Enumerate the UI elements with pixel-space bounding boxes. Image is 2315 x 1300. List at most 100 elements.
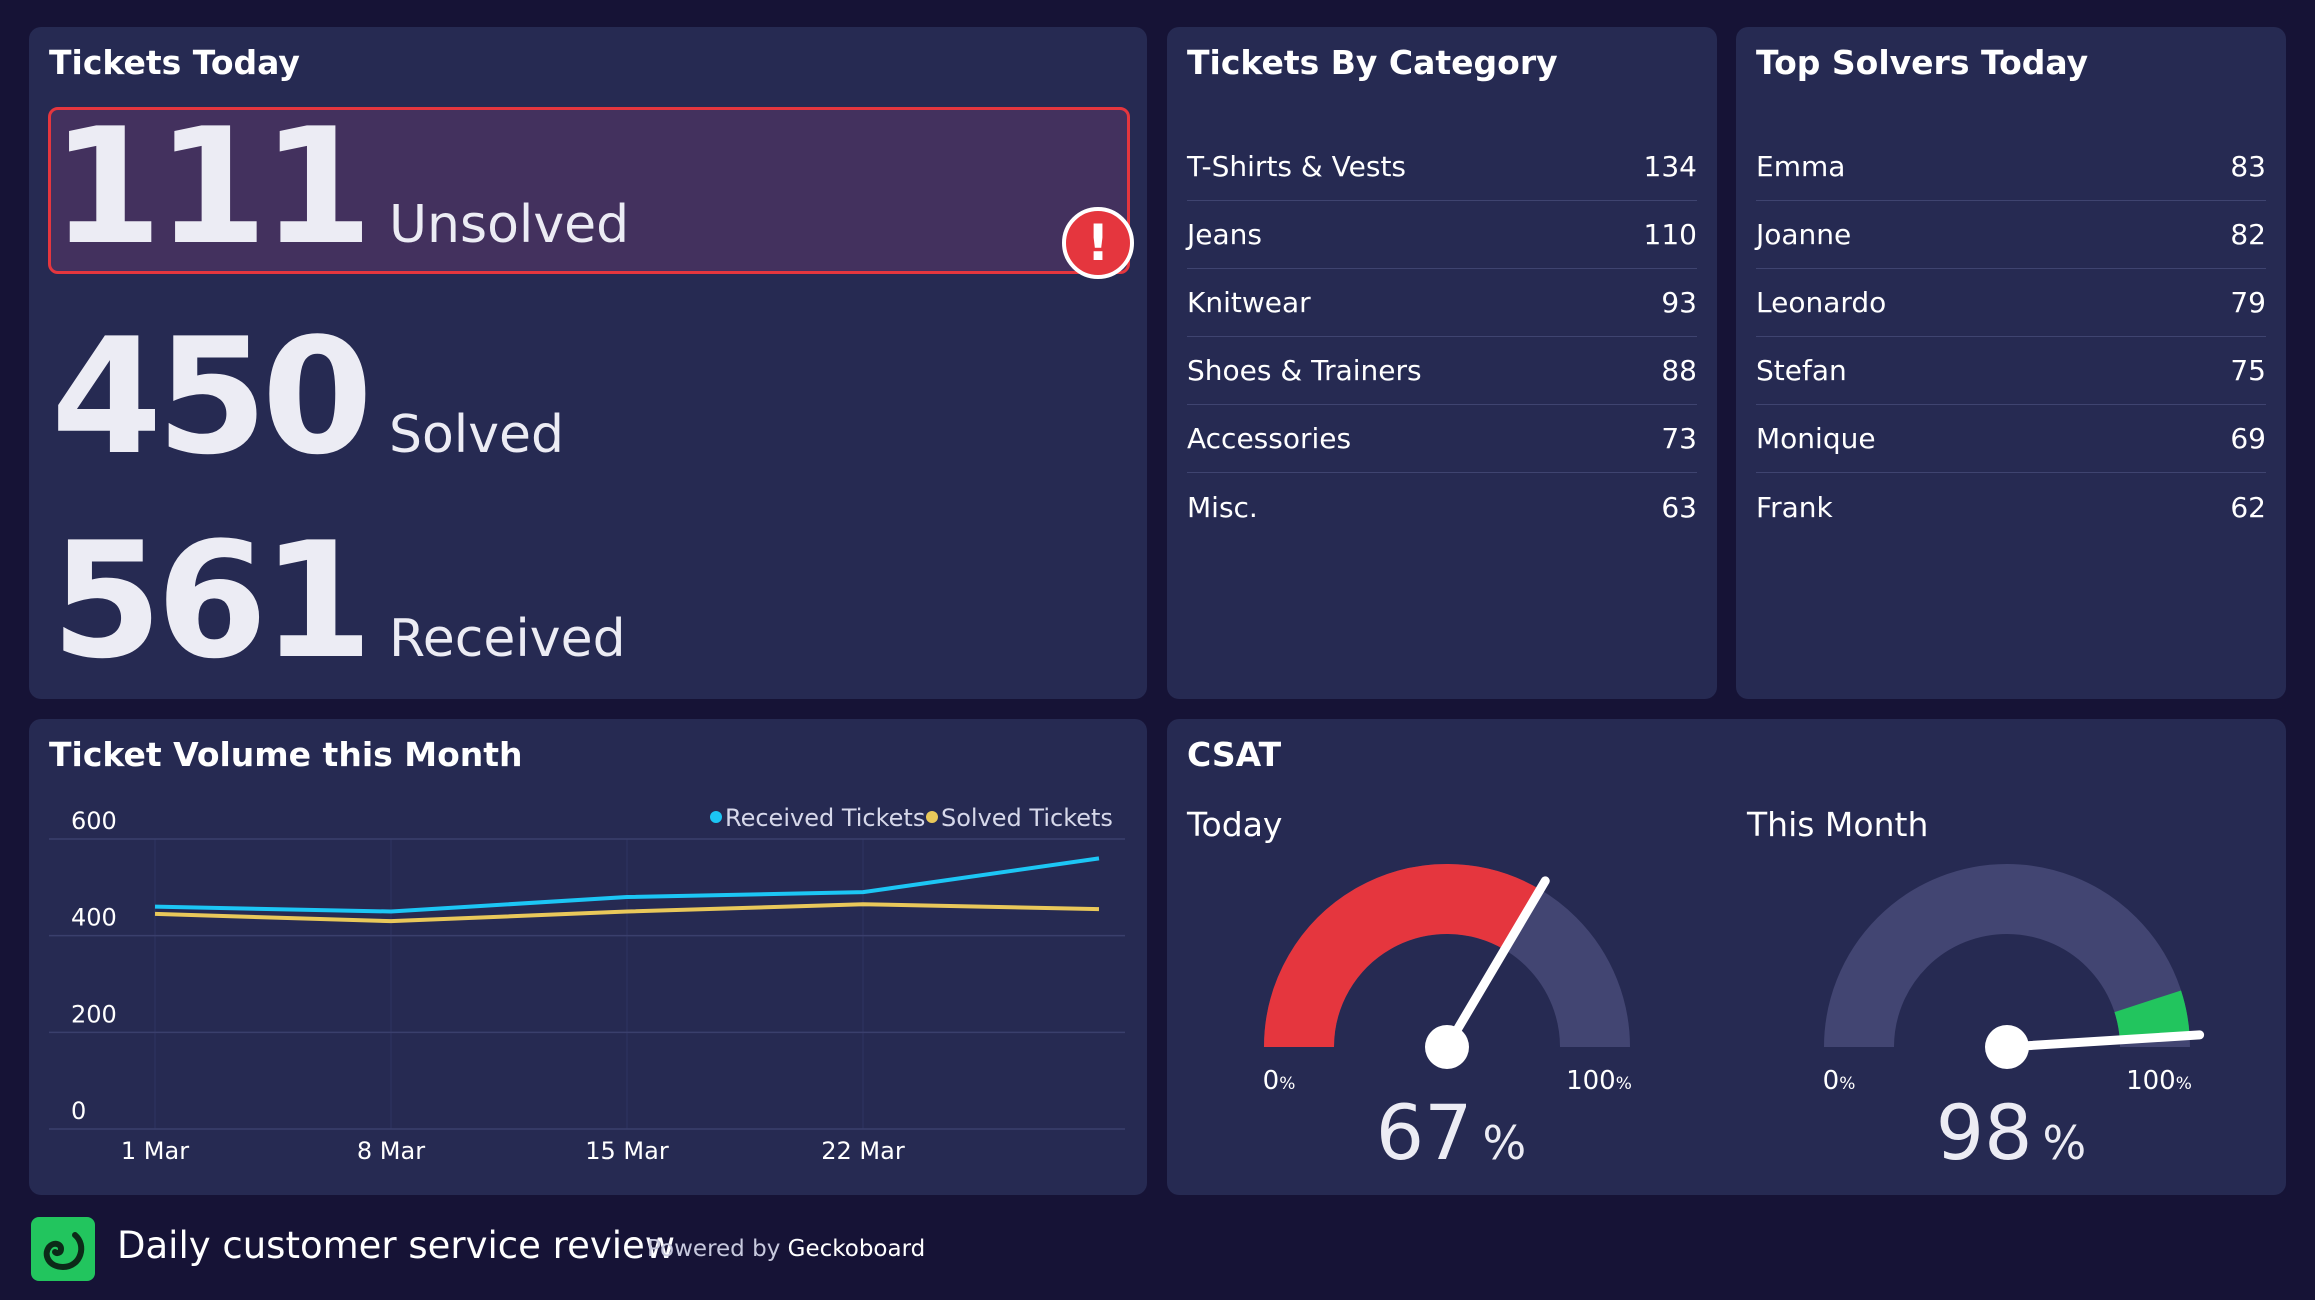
gauge-hub: [1425, 1025, 1469, 1069]
list-item-name: Emma: [1756, 150, 1846, 183]
powered-brand: Geckoboard: [787, 1236, 926, 1262]
list-item-count: 75: [2230, 354, 2266, 387]
gauge-needle: [1442, 876, 1550, 1052]
list-item: Misc. 63: [1187, 473, 1697, 541]
list-item-count: 110: [1643, 218, 1697, 251]
tickets-today-title: Tickets Today: [49, 43, 300, 82]
gauge-value-number: 98: [1936, 1088, 2033, 1177]
series-line-0: [154, 856, 1100, 914]
list-item-name: Knitwear: [1187, 286, 1311, 319]
csat-gauges: 0% 100%67 %0% 100%98%: [1263, 864, 2205, 1177]
gauge-month-label: This Month: [1747, 805, 1929, 844]
gauge-value: 67%: [1376, 1088, 1526, 1177]
legend-marker: [710, 811, 722, 823]
gauge-fill: [2114, 990, 2190, 1041]
gauge-min-label: 0%: [1263, 1066, 1296, 1096]
unsolved-label: Unsolved: [388, 195, 630, 255]
gauge-value-unit: %: [2043, 1116, 2087, 1170]
category-title: Tickets By Category: [1187, 43, 1558, 82]
list-item-count: 62: [2230, 490, 2266, 524]
list-item-name: Misc.: [1187, 490, 1258, 524]
ticket-volume-chart: 0 200 400 600 1 Mar 8 Mar 15 Mar 22 Mar Received…: [49, 804, 1125, 1165]
legend-marker: [926, 811, 938, 823]
tickets-today-card: Tickets Today 111 Unsolved ! 450 Solved …: [29, 27, 1147, 699]
list-item-name: Leonardo: [1756, 286, 1887, 319]
unsolved-metric: 111 Unsolved: [51, 107, 629, 267]
received-metric: 561 Received: [51, 521, 626, 681]
received-label: Received: [388, 609, 626, 669]
unsolved-alert-box: [48, 107, 1130, 274]
list-item-count: 73: [1661, 422, 1697, 455]
gauge-value-unit: %: [1483, 1116, 1527, 1170]
list-item: Stefan 75: [1756, 337, 2266, 405]
x-tick-label: 1 Mar: [121, 1137, 189, 1165]
y-tick-label: 200: [71, 1000, 117, 1028]
list-item: Frank 62: [1756, 473, 2266, 541]
gauge-value-number: 67: [1376, 1088, 1473, 1177]
list-item: Joanne 82: [1756, 201, 2266, 269]
list-item-name: Joanne: [1756, 218, 1852, 251]
list-item-count: 63: [1661, 490, 1697, 524]
tickets-by-category-card: Tickets By Category T-Shirts & Vests 134 J…: [1167, 27, 1717, 699]
gauge-hub: [1985, 1025, 2029, 1069]
gauge-max-unit: %: [2176, 1074, 2192, 1094]
solvers-title: Top Solvers Today: [1756, 43, 2089, 82]
gauge-max-value: 100: [2126, 1066, 2176, 1096]
list-item-count: 79: [2230, 286, 2266, 319]
list-item: Accessories 73: [1187, 405, 1697, 473]
list-item: Emma 83: [1756, 133, 2266, 201]
list-item-count: 88: [1661, 354, 1697, 387]
list-item: Shoes & Trainers 88: [1187, 337, 1697, 405]
list-item-count: 69: [2230, 422, 2266, 455]
list-item-name: Accessories: [1187, 422, 1352, 455]
gauge-min-value: 0: [1263, 1066, 1280, 1096]
solvers-list: Emma 83 Joanne 82 Leonardo 79 Stefan 75 Monique 6…: [1756, 133, 2266, 541]
gauge-today-label: Today: [1187, 805, 1283, 844]
geckoboard-logo: [31, 1217, 95, 1281]
volume-title: Ticket Volume this Month: [49, 735, 523, 774]
category-list: T-Shirts & Vests 134 Jeans 110 Knitwear 93 Sho…: [1187, 133, 1697, 541]
solved-value: 450: [51, 303, 373, 490]
solved-metric: 450 Solved: [51, 317, 564, 477]
unsolved-value: 111: [51, 93, 373, 280]
list-item: Knitwear 93: [1187, 269, 1697, 337]
gauge-min-value: 0: [1823, 1066, 1840, 1096]
y-tick-label: 600: [71, 807, 117, 835]
gauge-max-label: 100%: [2126, 1066, 2192, 1096]
legend-label: Solved Tickets: [941, 804, 1113, 832]
top-solvers-card: Top Solvers Today Emma 83 Joanne 82 Leonardo…: [1736, 27, 2286, 699]
ticket-volume-card: Ticket Volume this Month 0 200 400 600 1 Mar…: [29, 719, 1147, 1195]
y-tick-label: 0: [71, 1097, 86, 1125]
list-item-count: 93: [1661, 286, 1697, 319]
list-item-name: Monique: [1756, 422, 1876, 455]
list-item-count: 134: [1643, 150, 1697, 183]
received-value: 561: [51, 507, 373, 694]
gauge-needle: [2002, 1030, 2205, 1052]
gauge-value: 98%: [1936, 1088, 2086, 1177]
x-tick-label: 15 Mar: [585, 1137, 669, 1165]
x-tick-label: 8 Mar: [357, 1137, 425, 1165]
y-tick-label: 400: [71, 904, 117, 932]
alert-icon: !: [1062, 207, 1134, 279]
solved-label: Solved: [388, 405, 565, 465]
list-item: Monique 69: [1756, 405, 2266, 473]
list-item-name: Stefan: [1756, 354, 1847, 387]
gauge-fill: [1264, 864, 1541, 1048]
gauge-max-unit: %: [1616, 1074, 1632, 1094]
list-item-count: 82: [2230, 218, 2266, 251]
legend-label: Received Tickets: [725, 804, 925, 832]
gauge-max-value: 100: [1566, 1066, 1616, 1096]
list-item-name: Shoes & Trainers: [1187, 354, 1422, 387]
dashboard-title: Daily customer service review: [117, 1224, 676, 1267]
gauge-track: [1824, 864, 2190, 1048]
list-item: Jeans 110: [1187, 201, 1697, 269]
list-item: Leonardo 79: [1756, 269, 2266, 337]
x-tick-label: 22 Mar: [821, 1137, 905, 1165]
list-item-name: T-Shirts & Vests: [1187, 150, 1407, 183]
list-item: T-Shirts & Vests 134: [1187, 133, 1697, 201]
powered-by: Powered by Geckoboard: [647, 1236, 925, 1262]
gauge-max-label: 100%: [1566, 1066, 1632, 1096]
list-item-count: 83: [2230, 150, 2266, 183]
powered-prefix: Powered by: [647, 1236, 781, 1262]
gauge-min-unit: %: [1839, 1074, 1855, 1094]
